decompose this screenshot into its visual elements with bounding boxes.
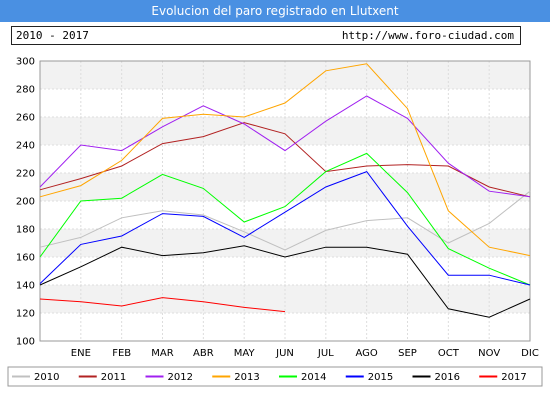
y-tick-label: 140 — [16, 281, 35, 292]
legend-label-2012: 2012 — [168, 372, 193, 383]
x-tick-label: FEB — [112, 348, 131, 359]
legend-label-2011: 2011 — [101, 372, 126, 383]
info-bar: 2010 - 2017 http://www.foro-ciudad.com — [11, 26, 521, 45]
x-tick-label: MAR — [151, 348, 173, 359]
y-tick-label: 260 — [16, 113, 35, 124]
y-tick-label: 100 — [16, 337, 35, 348]
chart-title: Evolucion del paro registrado en Llutxen… — [0, 0, 550, 22]
y-tick-label: 240 — [16, 141, 35, 152]
legend-label-2010: 2010 — [34, 372, 59, 383]
series-line-2011 — [39, 122, 531, 198]
y-tick-label: 160 — [16, 253, 35, 264]
x-tick-label: JUL — [317, 348, 334, 359]
x-tick-label: SEP — [398, 348, 417, 359]
series-line-2016 — [39, 245, 531, 318]
year-range-label: 2010 - 2017 — [16, 29, 89, 42]
series-line-2012 — [39, 95, 531, 198]
y-tick-label: 200 — [16, 197, 35, 208]
source-url: http://www.foro-ciudad.com — [341, 29, 514, 42]
x-tick-label: ENE — [71, 348, 91, 359]
y-tick-label: 120 — [16, 309, 35, 320]
x-tick-label: JUN — [275, 348, 294, 359]
series-line-2015 — [39, 170, 531, 286]
legend-box — [7, 366, 543, 387]
x-tick-label: MAY — [234, 348, 256, 359]
series-line-2014 — [39, 152, 531, 286]
legend-label-2017: 2017 — [501, 372, 526, 383]
legend-label-2015: 2015 — [368, 372, 393, 383]
y-tick-label: 180 — [16, 225, 35, 236]
y-tick-label: 220 — [16, 169, 35, 180]
x-tick-label: OCT — [438, 348, 460, 359]
series-line-2013 — [39, 63, 531, 257]
y-tick-label: 300 — [16, 57, 35, 68]
series-line-2017 — [39, 297, 286, 313]
x-tick-label: NOV — [478, 348, 500, 359]
series-line-2010 — [39, 190, 531, 251]
x-tick-label: AGO — [356, 348, 378, 359]
legend-label-2014: 2014 — [301, 372, 326, 383]
legend-label-2013: 2013 — [234, 372, 259, 383]
x-tick-label: ABR — [193, 348, 214, 359]
legend-label-2016: 2016 — [435, 372, 460, 383]
x-tick-label: DIC — [521, 348, 539, 359]
plot-frame — [39, 60, 531, 342]
y-tick-label: 280 — [16, 85, 35, 96]
